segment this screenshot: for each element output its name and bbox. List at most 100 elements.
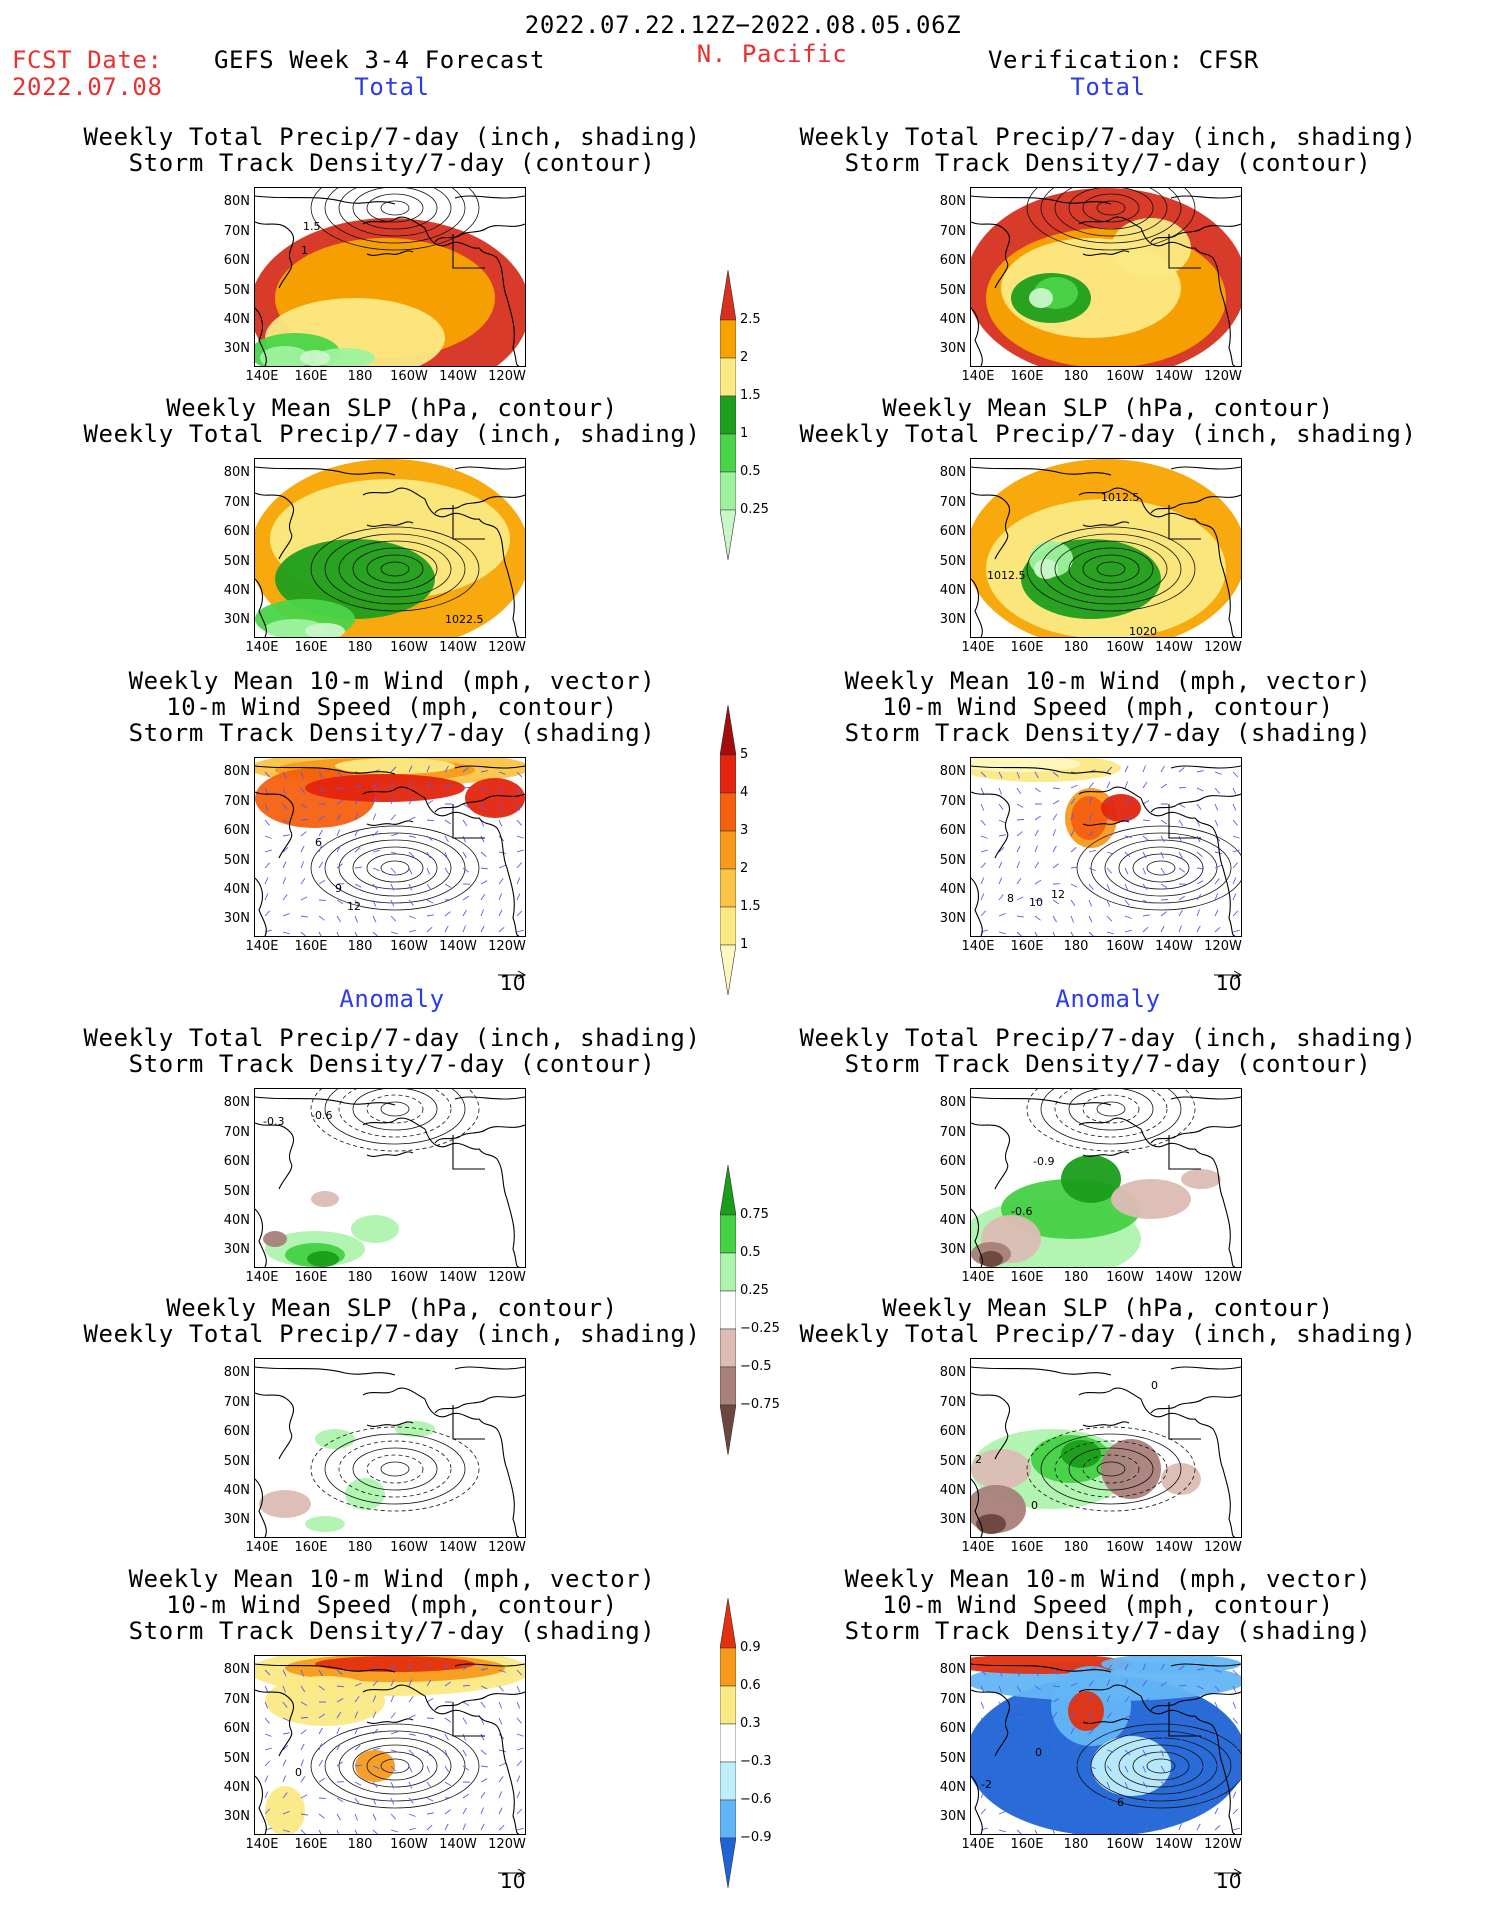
- lat-label: 40N: [939, 583, 966, 598]
- date-range: 2022.07.22.12Z−2022.08.05.06Z: [524, 11, 962, 39]
- map-field-fc-anom-wind: 0: [255, 1656, 525, 1834]
- colorbar-segment: [719, 792, 737, 832]
- lat-label: 60N: [223, 823, 250, 838]
- colorbar-label: 2: [740, 861, 749, 876]
- map-fc-anom-wind: 0: [254, 1655, 526, 1835]
- lon-label: 180: [1063, 1270, 1089, 1285]
- lon-label: 140E: [245, 640, 279, 655]
- lon-label: 160W: [390, 640, 428, 655]
- colorbar-segment: [719, 830, 737, 870]
- lat-label: 80N: [939, 764, 966, 779]
- lon-label: 160W: [390, 1270, 428, 1285]
- contour-label: 10: [1029, 896, 1043, 909]
- lon-label: 160W: [1106, 939, 1144, 954]
- reference-vector: 10: [1212, 1863, 1244, 1891]
- map-field-ob-anom-wind: 0 -2 6: [971, 1656, 1241, 1834]
- lon-label: 160E: [294, 1270, 328, 1285]
- contour-label: -0.9: [1033, 1155, 1054, 1168]
- contour-label: 1022.5: [445, 613, 484, 626]
- map-field-fc-anom-slp: [255, 1359, 525, 1537]
- lat-label: 30N: [939, 1242, 966, 1257]
- colorbar-label: 0.3: [740, 1716, 761, 1731]
- colorbar-segment: [719, 319, 737, 359]
- lon-label: 140W: [439, 640, 477, 655]
- lon-label: 120W: [1204, 939, 1242, 954]
- lon-label: 160E: [294, 1540, 328, 1555]
- lon-label: 140E: [245, 1540, 279, 1555]
- lon-label: 160E: [294, 369, 328, 384]
- lat-label: 80N: [223, 764, 250, 779]
- map-ob-total-wind: 8 10 12: [970, 757, 1242, 937]
- lat-label: 40N: [223, 1483, 250, 1498]
- contour-label: 1012.5: [1101, 491, 1140, 504]
- colorbar-segment: [719, 509, 737, 561]
- lat-label: 30N: [223, 1809, 250, 1824]
- lon-label: 160E: [1010, 1270, 1044, 1285]
- contour-label: 1: [301, 244, 308, 257]
- map-ob-anom-precip: -0.9 -0.6: [970, 1088, 1242, 1268]
- section-anomaly-forecast: Anomaly: [339, 985, 445, 1013]
- panel-title-line: Storm Track Density/7-day (contour): [128, 1050, 656, 1078]
- lon-label: 140W: [1155, 1540, 1193, 1555]
- map-field-ob-anom-slp: 0 0 2: [971, 1359, 1241, 1537]
- contour-label: -0.6: [311, 1109, 332, 1122]
- lat-label: 30N: [939, 911, 966, 926]
- lon-label: 160W: [390, 939, 428, 954]
- arrow-right-icon: [498, 970, 527, 980]
- lon-label: 160W: [1106, 640, 1144, 655]
- lon-label: 160W: [390, 1837, 428, 1852]
- lon-label: 120W: [1204, 640, 1242, 655]
- lon-label: 120W: [1204, 369, 1242, 384]
- lon-label: 120W: [488, 1270, 526, 1285]
- map-field-ob-total-slp: 1012.5 1012.5 1020: [971, 459, 1241, 637]
- panel-title-line: Weekly Mean SLP (hPa, contour): [882, 1294, 1334, 1322]
- lat-label: 60N: [939, 823, 966, 838]
- colorbar-label: −0.75: [740, 1397, 780, 1412]
- lat-label: 40N: [223, 882, 250, 897]
- lon-label: 160E: [294, 1837, 328, 1852]
- lat-label: 50N: [223, 1184, 250, 1199]
- lon-label: 160W: [390, 1540, 428, 1555]
- panel-title-line: Storm Track Density/7-day (contour): [844, 149, 1372, 177]
- arrow-right-icon: [1214, 970, 1243, 980]
- panel-title-line: 10-m Wind Speed (mph, contour): [166, 1591, 618, 1619]
- lon-label: 160W: [1106, 1270, 1144, 1285]
- colorbar-segment: [719, 357, 737, 397]
- lon-label: 140W: [1155, 1837, 1193, 1852]
- lat-label: 30N: [223, 1512, 250, 1527]
- lon-label: 140W: [439, 1270, 477, 1285]
- map-fc-anom-precip: -0.3 -0.6: [254, 1088, 526, 1268]
- colorbar-storm-track-total: [719, 704, 737, 996]
- reference-vector: 10: [496, 965, 528, 993]
- lat-label: 70N: [939, 495, 966, 510]
- lon-label: 180: [347, 640, 373, 655]
- colorbar-segment: [719, 1328, 737, 1368]
- contour-label: -2: [981, 1778, 992, 1791]
- reference-vector: 10: [496, 1863, 528, 1891]
- lon-label: 160W: [1106, 369, 1144, 384]
- lat-label: 70N: [223, 224, 250, 239]
- contour-label: -0.6: [1011, 1205, 1032, 1218]
- panel-title-line: Weekly Total Precip/7-day (inch, shading…: [799, 420, 1417, 448]
- lat-label: 40N: [939, 1780, 966, 1795]
- lat-label: 60N: [939, 1154, 966, 1169]
- colorbar-segment: [719, 1252, 737, 1292]
- lat-label: 50N: [223, 853, 250, 868]
- contour-label: 0: [1031, 1499, 1038, 1512]
- lat-label: 60N: [939, 253, 966, 268]
- lon-label: 140W: [439, 1837, 477, 1852]
- lon-label: 140E: [961, 640, 995, 655]
- lon-label: 120W: [1204, 1837, 1242, 1852]
- lon-label: 140E: [961, 1270, 995, 1285]
- lat-label: 60N: [939, 1721, 966, 1736]
- map-field-fc-total-wind: 6 9 12: [255, 758, 525, 936]
- lon-label: 140W: [439, 1540, 477, 1555]
- lat-label: 50N: [939, 283, 966, 298]
- lat-label: 80N: [939, 1365, 966, 1380]
- lat-label: 80N: [223, 1095, 250, 1110]
- lat-label: 80N: [939, 194, 966, 209]
- colorbar-label: 0.75: [740, 1207, 769, 1222]
- reference-vector: 10: [1212, 965, 1244, 993]
- colorbar-label: 2: [740, 350, 749, 365]
- map-fc-anom-slp: [254, 1358, 526, 1538]
